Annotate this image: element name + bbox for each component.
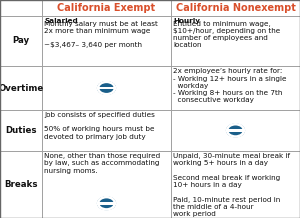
Bar (42, 66, 171, 110)
Text: None, other than those required
by law, such as accommodating
nursing moms.: None, other than those required by law, … (44, 153, 160, 174)
Bar (171, 16, 300, 66)
Text: Breaks: Breaks (4, 180, 38, 189)
Text: Overtime: Overtime (0, 83, 44, 92)
Text: Hourly: Hourly (173, 18, 200, 24)
Bar (0, 66, 42, 110)
Circle shape (97, 196, 116, 210)
Circle shape (97, 81, 116, 95)
Text: Entitled to minimum wage,
$10+/hour, depending on the
number of employees and
lo: Entitled to minimum wage, $10+/hour, dep… (173, 21, 280, 48)
Bar (0, 151, 42, 218)
Bar (171, 151, 300, 218)
Bar (99, 202, 114, 204)
Bar (171, 110, 300, 151)
Bar (171, 0, 300, 16)
Bar (0, 110, 42, 151)
Bar (42, 0, 171, 16)
Text: 2x employee’s hourly rate for:
- Working 12+ hours in a single
  workday
- Worki: 2x employee’s hourly rate for: - Working… (173, 68, 286, 104)
Bar (42, 16, 171, 66)
Text: California Exempt: California Exempt (57, 3, 156, 13)
Text: Unpaid, 30-minute meal break if
working 5+ hours in a day

Second meal break if : Unpaid, 30-minute meal break if working … (173, 153, 290, 217)
Bar (0, 0, 42, 16)
Bar (42, 110, 171, 151)
Circle shape (226, 123, 245, 137)
Text: Salaried: Salaried (44, 18, 78, 24)
Text: Duties: Duties (5, 126, 37, 135)
Bar (228, 129, 243, 132)
Bar (42, 151, 171, 218)
Text: Monthly salary must be at least
2x more than minimum wage

~$3,467– 3,640 per mo: Monthly salary must be at least 2x more … (44, 21, 158, 48)
Bar (0, 16, 42, 66)
Text: Job consists of specified duties

50% of working hours must be
devoted to primar: Job consists of specified duties 50% of … (44, 112, 155, 140)
Bar (99, 87, 114, 89)
Text: Pay: Pay (12, 36, 30, 46)
Bar (171, 66, 300, 110)
Text: California Nonexempt: California Nonexempt (176, 3, 296, 13)
